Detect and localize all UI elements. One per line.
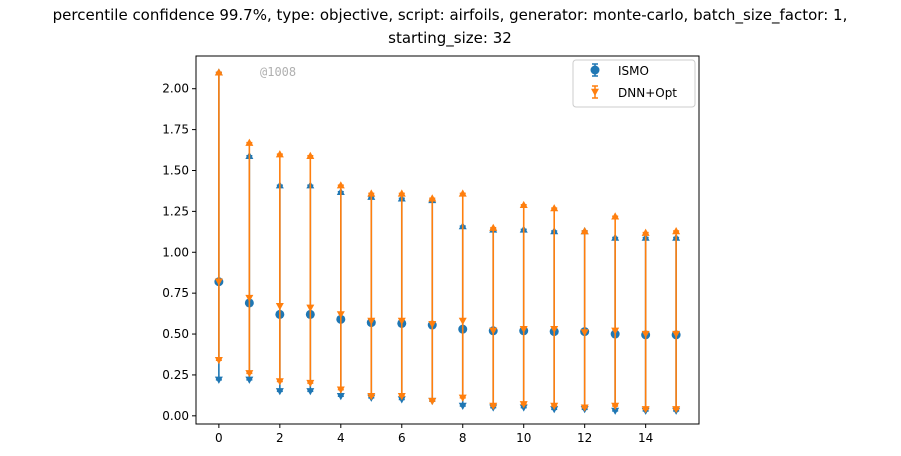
y-tick-label: 1.50 bbox=[162, 163, 189, 177]
legend-dnn-marker bbox=[591, 85, 599, 99]
dnn-opt-upper-marker bbox=[306, 151, 315, 159]
ismo-lower-marker bbox=[306, 388, 315, 396]
dnn-opt-upper-marker bbox=[458, 189, 467, 197]
dnn-opt-upper-marker bbox=[367, 189, 376, 197]
dnn-opt-upper-marker bbox=[489, 223, 498, 231]
dnn-opt-lower-marker bbox=[397, 392, 406, 401]
dnn-opt-upper-marker bbox=[214, 68, 223, 76]
dnn-opt-lower-marker bbox=[550, 402, 559, 411]
ismo-lower-marker bbox=[458, 402, 467, 411]
watermark-text: @1008 bbox=[260, 65, 296, 79]
ismo-lower-marker bbox=[214, 376, 223, 384]
dnn-opt-point bbox=[245, 294, 254, 303]
dnn-opt-point bbox=[306, 304, 315, 312]
legend-dnn-point bbox=[591, 88, 599, 96]
dnn-opt-point bbox=[275, 303, 284, 311]
dnn-opt-lower-marker bbox=[428, 397, 437, 406]
x-tick-label: 14 bbox=[638, 431, 653, 445]
dnn-opt-point bbox=[580, 329, 589, 337]
dnn-opt-lower-marker bbox=[672, 406, 681, 414]
dnn-opt-point bbox=[641, 330, 650, 339]
plot-area bbox=[196, 56, 699, 424]
dnn-opt-point bbox=[428, 321, 437, 329]
dnn-opt-upper-marker bbox=[428, 194, 437, 202]
dnn-opt-upper-marker bbox=[397, 189, 406, 197]
ismo-lower-marker bbox=[611, 407, 620, 415]
y-tick-label: 0.25 bbox=[162, 368, 189, 382]
x-tick-label: 8 bbox=[459, 431, 467, 445]
ismo-lower-marker bbox=[275, 388, 284, 396]
dnn-opt-lower-marker bbox=[214, 357, 223, 365]
dnn-opt-upper-marker bbox=[275, 150, 284, 158]
y-tick-label: 2.00 bbox=[162, 82, 189, 96]
dnn-opt-upper-marker bbox=[672, 227, 681, 235]
dnn-opt-lower-marker bbox=[489, 402, 498, 411]
dnn-opt-point bbox=[367, 317, 376, 325]
tick-layer: 0 2 4 6 8 10 12 14 0.00 0.25 0.50 0.75 1.00 1.25 1.50 1… bbox=[162, 82, 653, 445]
y-tick-label: 0.00 bbox=[162, 409, 189, 423]
y-tick-label: 0.50 bbox=[162, 327, 189, 341]
dnn-opt-lower-marker bbox=[306, 379, 315, 388]
x-tick-label: 6 bbox=[398, 431, 406, 445]
dnn-opt-lower-marker bbox=[245, 370, 254, 378]
x-tick-label: 2 bbox=[276, 431, 284, 445]
dnn-opt-lower-marker bbox=[275, 378, 284, 386]
dnn-opt-upper-marker bbox=[611, 212, 620, 220]
x-tick-label: 0 bbox=[215, 431, 223, 445]
series-dnn-opt bbox=[214, 68, 681, 414]
x-tick-label: 12 bbox=[577, 431, 592, 445]
dnn-opt-lower-marker bbox=[336, 386, 345, 394]
legend-label-dnn: DNN+Opt bbox=[618, 86, 677, 100]
y-tick-label: 1.00 bbox=[162, 245, 189, 259]
plot-frame bbox=[195, 55, 700, 425]
legend-label-ismo: ISMO bbox=[618, 64, 649, 78]
dnn-opt-upper-marker bbox=[641, 228, 650, 236]
chart-title-line-2: starting_size: 32 bbox=[388, 29, 512, 48]
dnn-opt-upper-marker bbox=[336, 181, 345, 189]
x-tick-label: 10 bbox=[516, 431, 531, 445]
dnn-opt-point bbox=[611, 327, 620, 335]
dnn-opt-point bbox=[214, 278, 223, 286]
dnn-opt-lower-marker bbox=[611, 402, 620, 411]
series-layer bbox=[214, 68, 681, 415]
legend-ismo-marker bbox=[590, 63, 600, 77]
dnn-opt-point bbox=[519, 325, 528, 334]
dnn-opt-point bbox=[489, 327, 498, 335]
dnn-opt-point bbox=[672, 330, 681, 339]
dnn-opt-upper-marker bbox=[245, 138, 254, 146]
ismo-lower-marker bbox=[336, 392, 345, 401]
dnn-opt-point bbox=[550, 325, 559, 334]
x-tick-label: 4 bbox=[337, 431, 345, 445]
dnn-opt-point bbox=[458, 317, 467, 325]
legend: ISMO DNN+Opt bbox=[572, 59, 696, 108]
dnn-opt-point bbox=[397, 317, 406, 325]
legend-ismo-point bbox=[590, 65, 600, 75]
ismo-lower-marker bbox=[245, 376, 254, 384]
dnn-opt-lower-marker bbox=[580, 404, 589, 412]
legend-box bbox=[572, 59, 696, 108]
y-tick-label: 1.75 bbox=[162, 123, 189, 137]
y-tick-label: 0.75 bbox=[162, 286, 189, 300]
dnn-opt-lower-marker bbox=[519, 401, 528, 409]
dnn-opt-lower-marker bbox=[458, 394, 467, 402]
dnn-opt-upper-marker bbox=[550, 204, 559, 212]
dnn-opt-lower-marker bbox=[367, 392, 376, 401]
dnn-opt-upper-marker bbox=[580, 227, 589, 235]
y-tick-label: 1.25 bbox=[162, 204, 189, 218]
dnn-opt-lower-marker bbox=[641, 406, 650, 414]
dnn-opt-upper-marker bbox=[519, 200, 528, 209]
dnn-opt-point bbox=[336, 311, 345, 319]
chart-title-line-1: percentile confidence 99.7%, type: objec… bbox=[53, 6, 848, 25]
